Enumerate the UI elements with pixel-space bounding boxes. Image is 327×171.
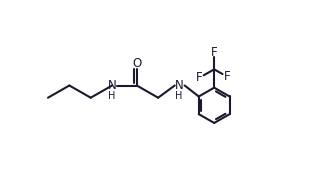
Text: H: H <box>108 91 115 101</box>
Text: N: N <box>175 79 184 92</box>
Text: F: F <box>196 71 202 84</box>
Text: N: N <box>108 79 116 92</box>
Text: F: F <box>211 46 217 59</box>
Text: F: F <box>224 70 231 83</box>
Text: H: H <box>175 91 182 101</box>
Text: O: O <box>132 57 141 70</box>
